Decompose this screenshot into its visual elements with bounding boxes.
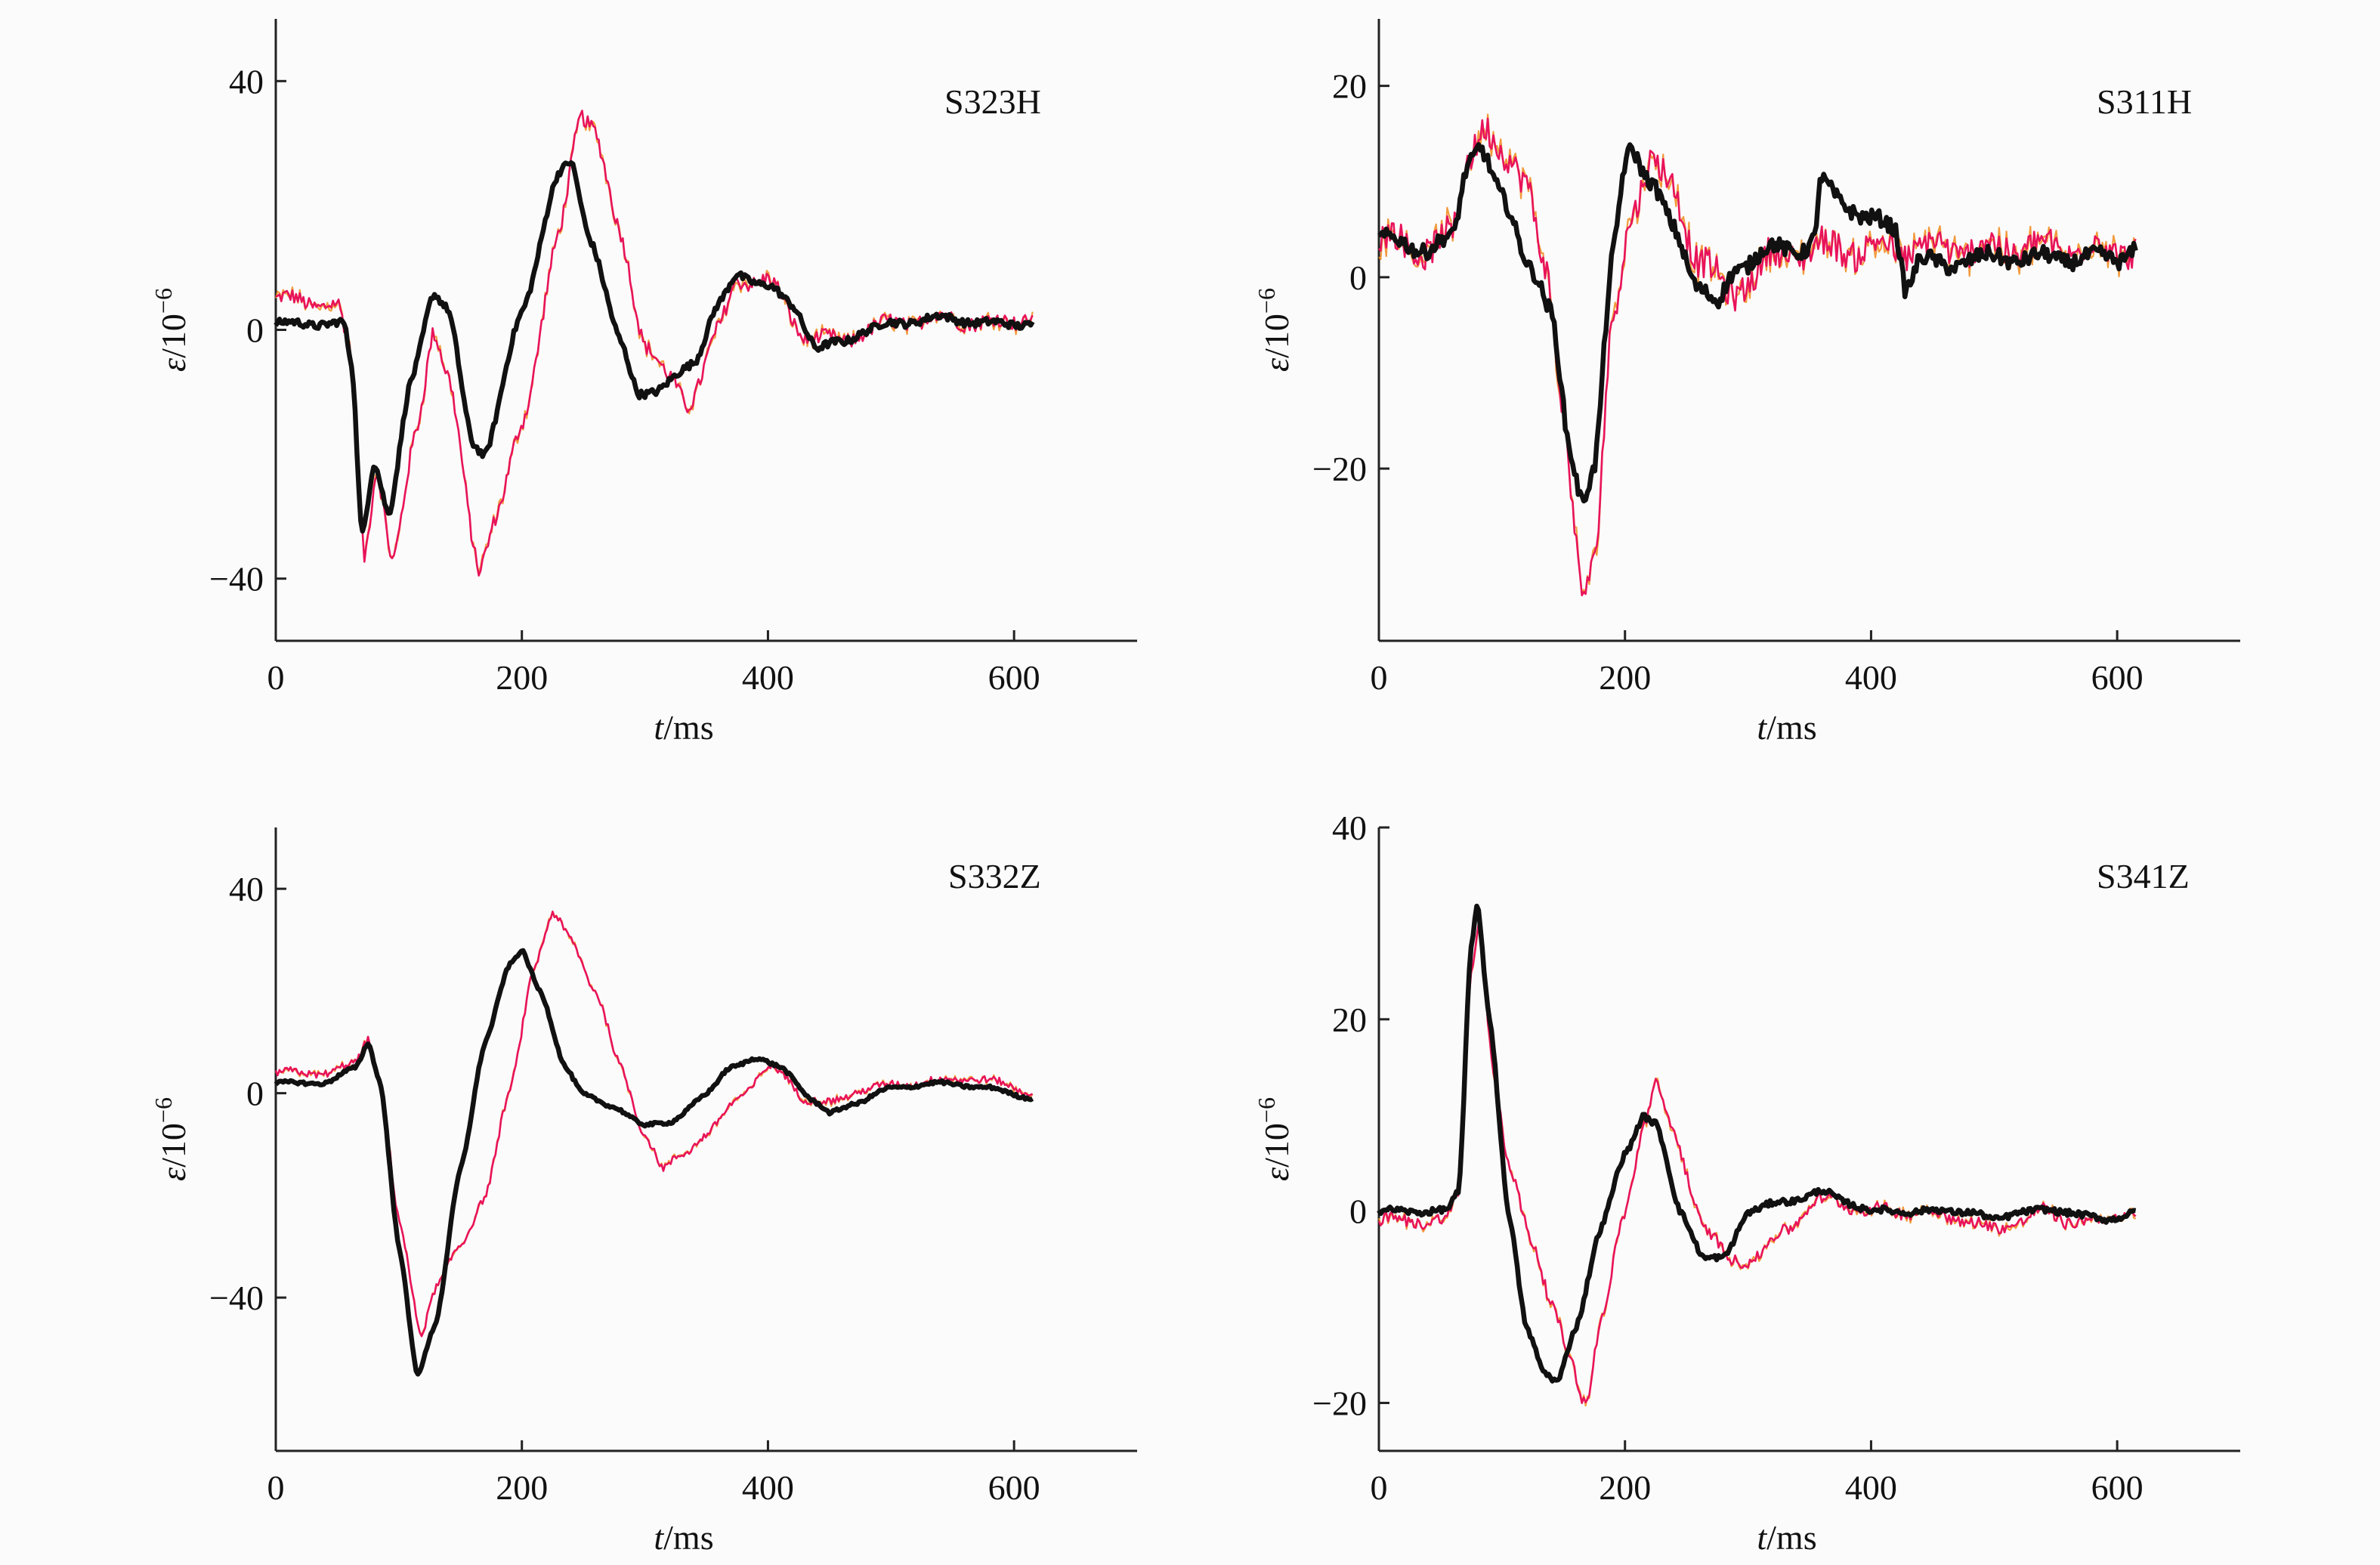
chart-panel-s332z: 0 200 400 600 −40 0 40 t/ms ε/10−6 S332Z [150, 827, 1137, 1557]
y-axis-label: ε/10−6 [150, 1097, 193, 1181]
x-tick-label: 400 [742, 1468, 794, 1507]
x-tick-label: 400 [1845, 1468, 1897, 1507]
series-line-black [274, 948, 1034, 1377]
x-tick-label: 0 [267, 1468, 285, 1507]
x-tick-label: 0 [1371, 658, 1388, 697]
x-axis-label: t/ms [654, 1518, 713, 1557]
x-tick-label: 0 [267, 658, 285, 697]
y-tick-label: 0 [246, 1075, 264, 1113]
x-tick-label: 600 [2091, 658, 2144, 697]
x-tick-label: 600 [988, 658, 1040, 697]
y-tick-label: 20 [1332, 1001, 1367, 1039]
series-line-red [1377, 117, 2137, 597]
series-line-red [274, 911, 1034, 1338]
series-line-black [1377, 903, 2137, 1384]
x-tick-label: 200 [1599, 658, 1651, 697]
chart-panel-s323h: 0 200 400 600 −40 0 40 t/ms ε/10−6 S323H [150, 19, 1137, 747]
series-line-black [274, 160, 1035, 534]
panel-label: S311H [2097, 82, 2192, 121]
x-axis-label: t/ms [654, 708, 713, 747]
series-line-black [1377, 141, 2138, 504]
series-line-orange [1377, 918, 2137, 1407]
chart-panel-s341z: 0 200 400 600 −20 0 20 40 t/ms ε/10−6 S341Z [1253, 809, 2240, 1557]
y-tick-label: 0 [246, 311, 264, 350]
panel-label: S341Z [2097, 857, 2190, 895]
x-tick-label: 200 [496, 658, 548, 697]
y-tick-label: −20 [1312, 450, 1367, 488]
panel-label: S332Z [948, 857, 1041, 895]
chart-panel-s311h: 0 200 400 600 −20 0 20 t/ms ε/10−6 S311H [1253, 19, 2240, 747]
panel-label: S323H [944, 82, 1041, 121]
y-tick-label: −20 [1312, 1384, 1367, 1423]
y-tick-label: 0 [1349, 1192, 1367, 1231]
x-tick-label: 200 [496, 1468, 548, 1507]
y-tick-label: 0 [1349, 258, 1367, 297]
y-axis-label: ε/10−6 [1253, 1097, 1296, 1181]
x-tick-label: 400 [1845, 658, 1897, 697]
x-axis-label: t/ms [1757, 708, 1816, 747]
y-tick-label: 20 [1332, 67, 1367, 106]
x-axis-label: t/ms [1757, 1518, 1816, 1557]
y-tick-label: −40 [209, 1279, 264, 1317]
y-tick-label: 40 [229, 62, 264, 101]
series-line-orange [274, 110, 1034, 573]
x-tick-label: 600 [988, 1468, 1040, 1507]
y-tick-label: 40 [229, 870, 264, 908]
x-tick-label: 400 [742, 658, 794, 697]
series-line-red [1377, 915, 2137, 1404]
x-tick-label: 0 [1371, 1468, 1388, 1507]
y-tick-label: −40 [209, 560, 264, 598]
y-tick-label: 40 [1332, 809, 1367, 847]
series-line-orange [1378, 113, 2137, 595]
y-axis-label: ε/10−6 [1253, 288, 1296, 372]
y-axis-label: ε/10−6 [150, 288, 193, 372]
x-tick-label: 200 [1599, 1468, 1651, 1507]
x-tick-label: 600 [2091, 1468, 2144, 1507]
